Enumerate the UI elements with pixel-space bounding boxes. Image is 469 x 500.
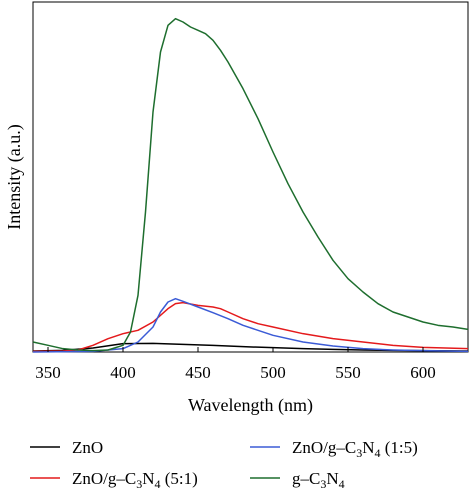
x-tick-label: 400 (110, 363, 136, 382)
legend-label-zno-5-1-sub1: 3 (136, 477, 142, 491)
legend-label-zno-1-5-mid: N (362, 438, 374, 457)
x-tick-label: 600 (410, 363, 436, 382)
legend-label-zno-1-5-main: ZnO/g–C (292, 438, 356, 457)
legend-label-gcn-main: g–C (292, 469, 320, 488)
x-axis-title: Wavelength (nm) (188, 395, 313, 416)
legend-label-zno-1-5-sub1: 3 (356, 446, 362, 460)
legend-label-zno-1-5: ZnO/g–C3N4 (1:5) (292, 438, 418, 460)
x-tick-label: 450 (185, 363, 211, 382)
legend-item-zno: ZnO (30, 438, 103, 457)
x-tick-label: 350 (35, 363, 61, 382)
legend-label-gcn-mid: N (326, 469, 338, 488)
legend-label-gcn-sub1: 3 (320, 477, 326, 491)
legend: ZnO ZnO/g–C3N4 (5:1) ZnO/g–C3N4 (1:5) g–… (30, 438, 418, 491)
legend-label-zno-5-1-mid: N (142, 469, 154, 488)
series-layer (32, 17, 469, 353)
x-axis-ticks: 350 400 450 500 550 600 (35, 347, 436, 382)
legend-label-zno-5-1: ZnO/g–C3N4 (5:1) (72, 469, 198, 491)
legend-label-zno-1-5-sub2: 4 (375, 446, 381, 460)
y-axis-title: Intensity (a.u.) (4, 124, 25, 229)
legend-label-gcn-sub2: 4 (339, 477, 345, 491)
legend-label-zno-5-1-tail: (5:1) (161, 469, 198, 488)
legend-label-zno: ZnO (72, 438, 103, 457)
x-tick-label: 500 (260, 363, 286, 382)
legend-item-zno-5-1: ZnO/g–C3N4 (5:1) (30, 469, 198, 491)
legend-label-zno-5-1-sub2: 4 (155, 477, 161, 491)
legend-item-zno-1-5: ZnO/g–C3N4 (1:5) (250, 438, 418, 460)
plot-frame (32, 1, 469, 353)
series-line-1 (32, 301, 469, 353)
series-line-2 (32, 297, 469, 353)
legend-item-gcn: g–C3N4 (250, 469, 345, 491)
series-line-3 (32, 17, 469, 352)
legend-label-zno-5-1-main: ZnO/g–C (72, 469, 136, 488)
legend-label-zno-1-5-tail: (1:5) (381, 438, 418, 457)
x-tick-label: 550 (335, 363, 361, 382)
legend-label-gcn: g–C3N4 (292, 469, 345, 491)
